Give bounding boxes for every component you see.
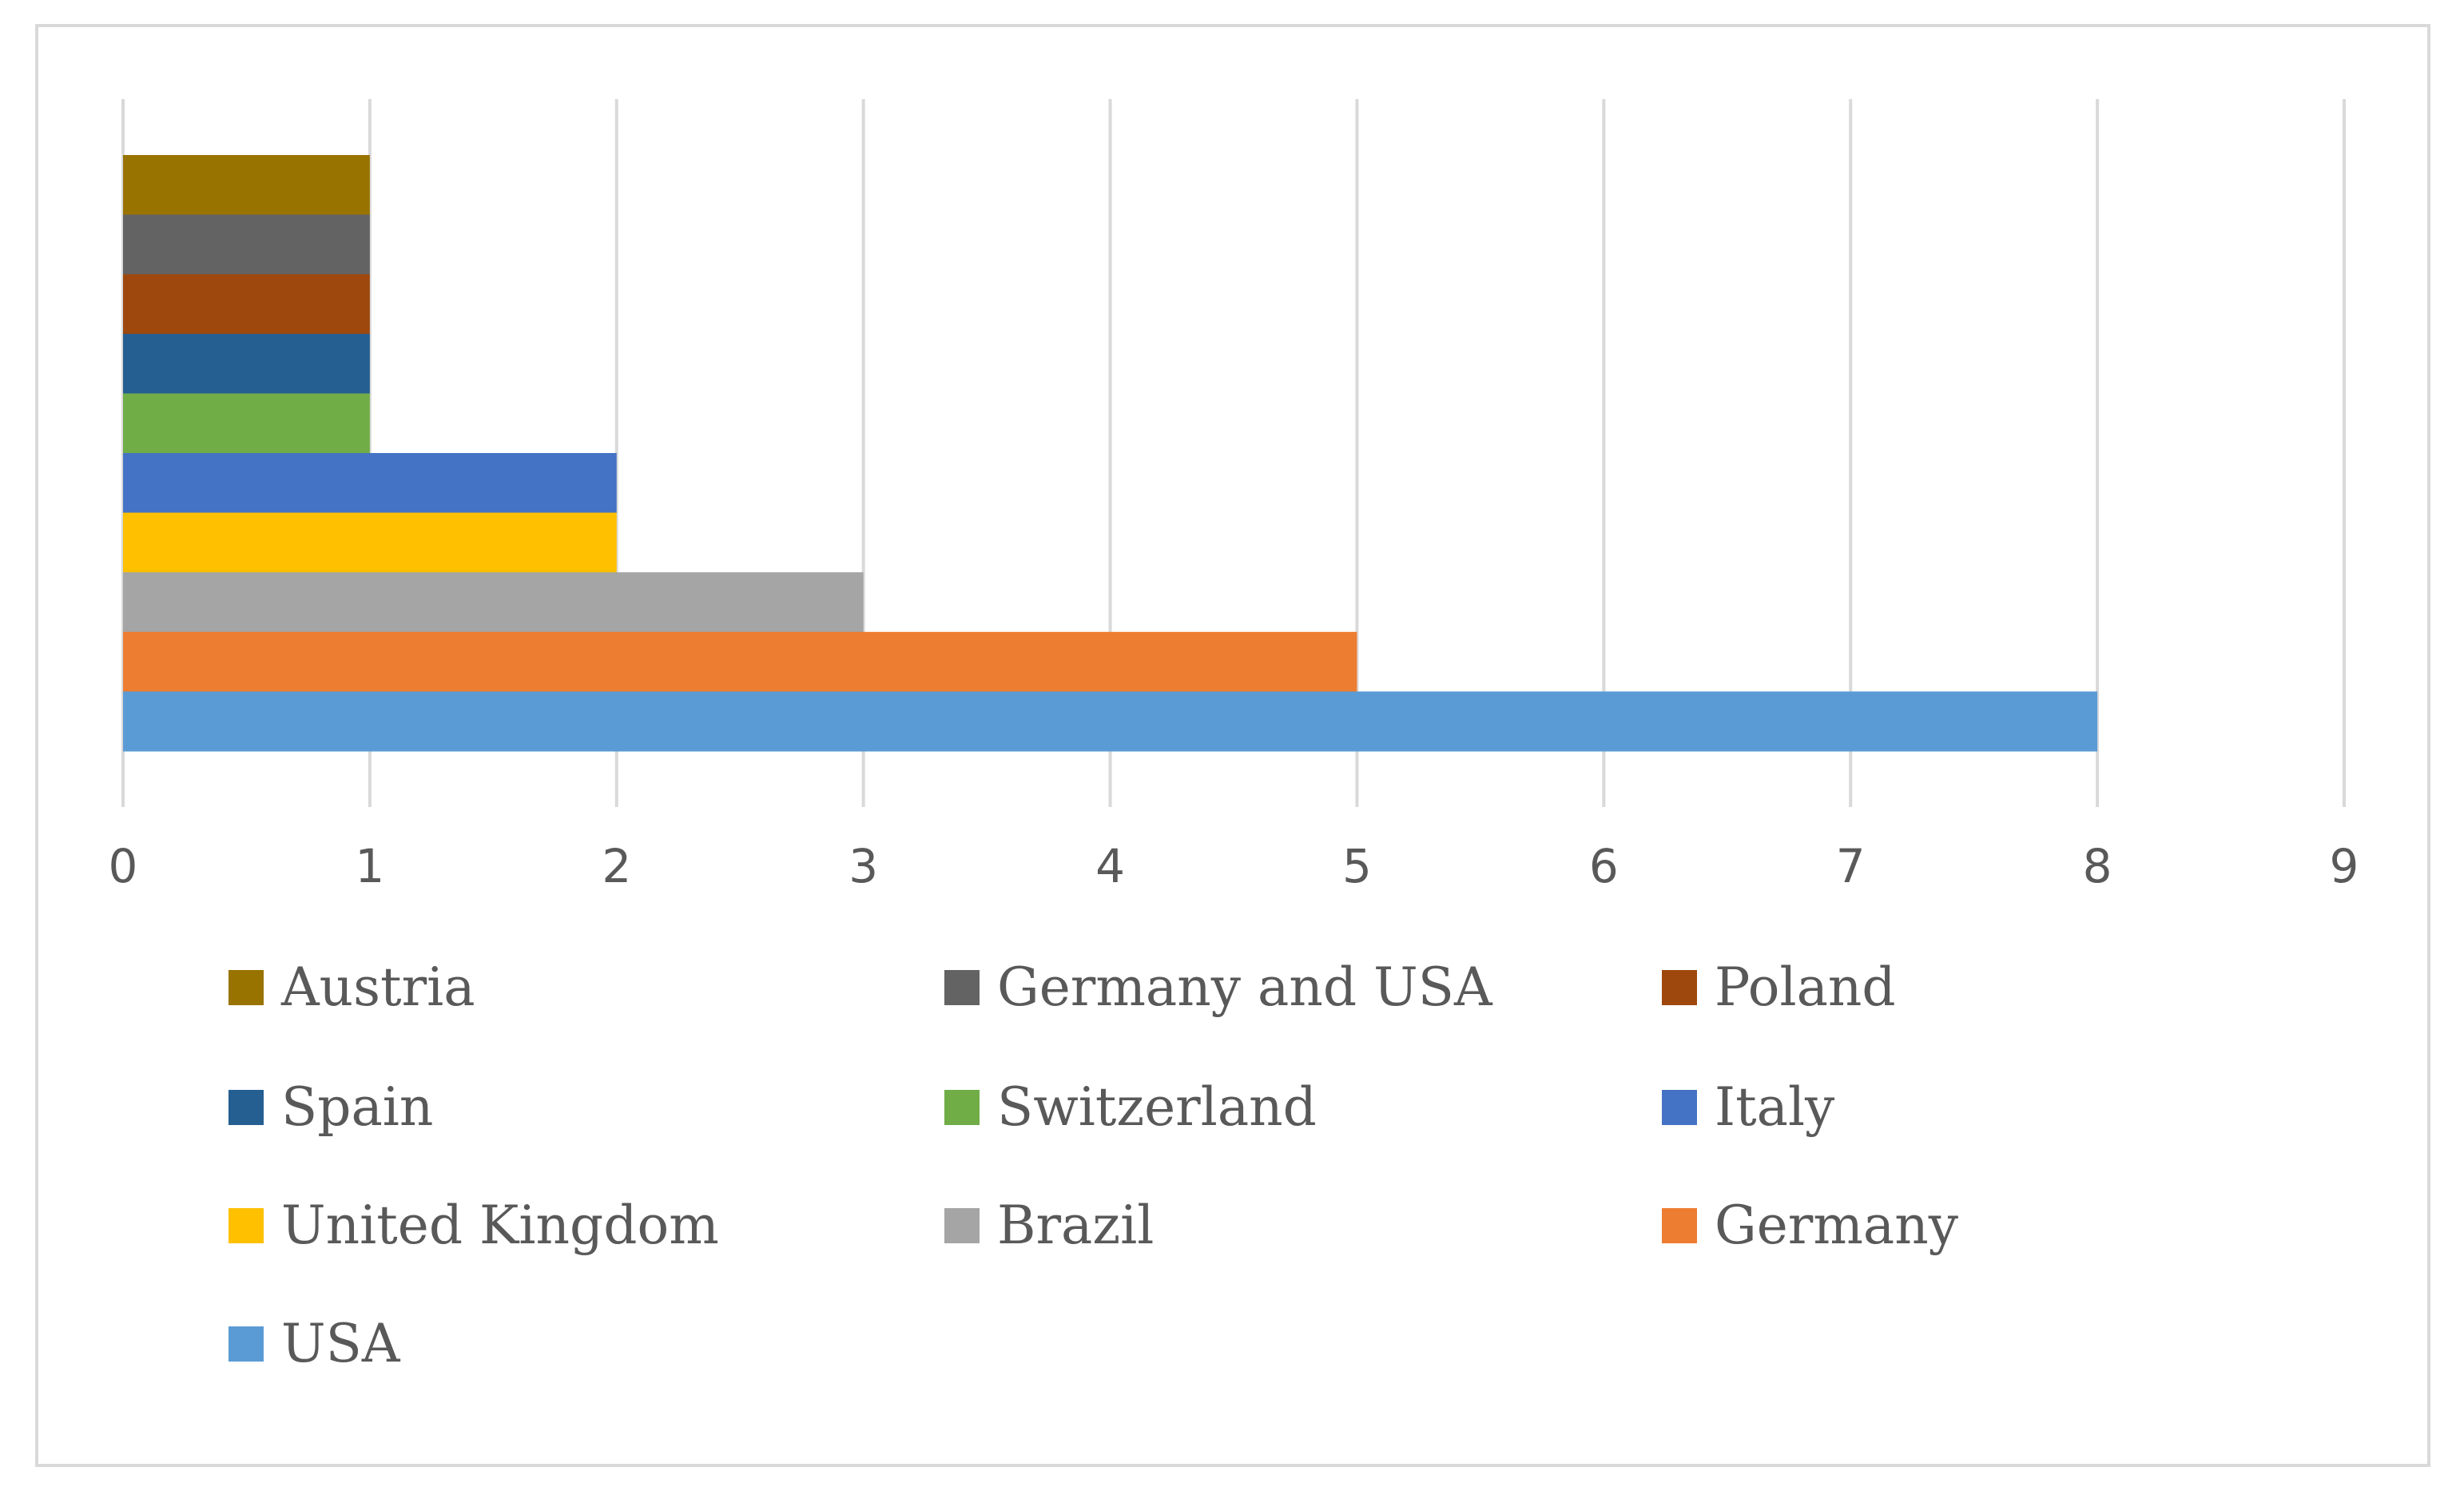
x-tick-label: 8 xyxy=(2083,839,2112,893)
bar-spain xyxy=(123,333,370,394)
x-tick-label: 3 xyxy=(848,839,878,893)
bars xyxy=(123,155,2098,752)
x-tick-label: 9 xyxy=(2330,839,2359,893)
x-tick-label: 4 xyxy=(1095,839,1125,893)
bar-united-kingdom xyxy=(123,512,617,573)
x-tick-label: 0 xyxy=(109,839,138,893)
x-tick-label: 6 xyxy=(1589,839,1619,893)
bar-germany xyxy=(123,631,1357,692)
x-tick-label: 5 xyxy=(1342,839,1372,893)
bar-germany-and-usa xyxy=(123,214,370,275)
bar-italy xyxy=(123,453,617,514)
bar-austria xyxy=(123,155,370,216)
x-axis-ticks: 0 1 2 3 4 5 6 7 8 9 xyxy=(109,839,2359,893)
bar-usa xyxy=(123,691,2098,752)
x-tick-label: 2 xyxy=(602,839,631,893)
bar-poland xyxy=(123,274,370,335)
x-tick-label: 7 xyxy=(1836,839,1866,893)
x-tick-label: 1 xyxy=(355,839,384,893)
bar-brazil xyxy=(123,572,864,633)
bar-switzerland xyxy=(123,393,370,454)
